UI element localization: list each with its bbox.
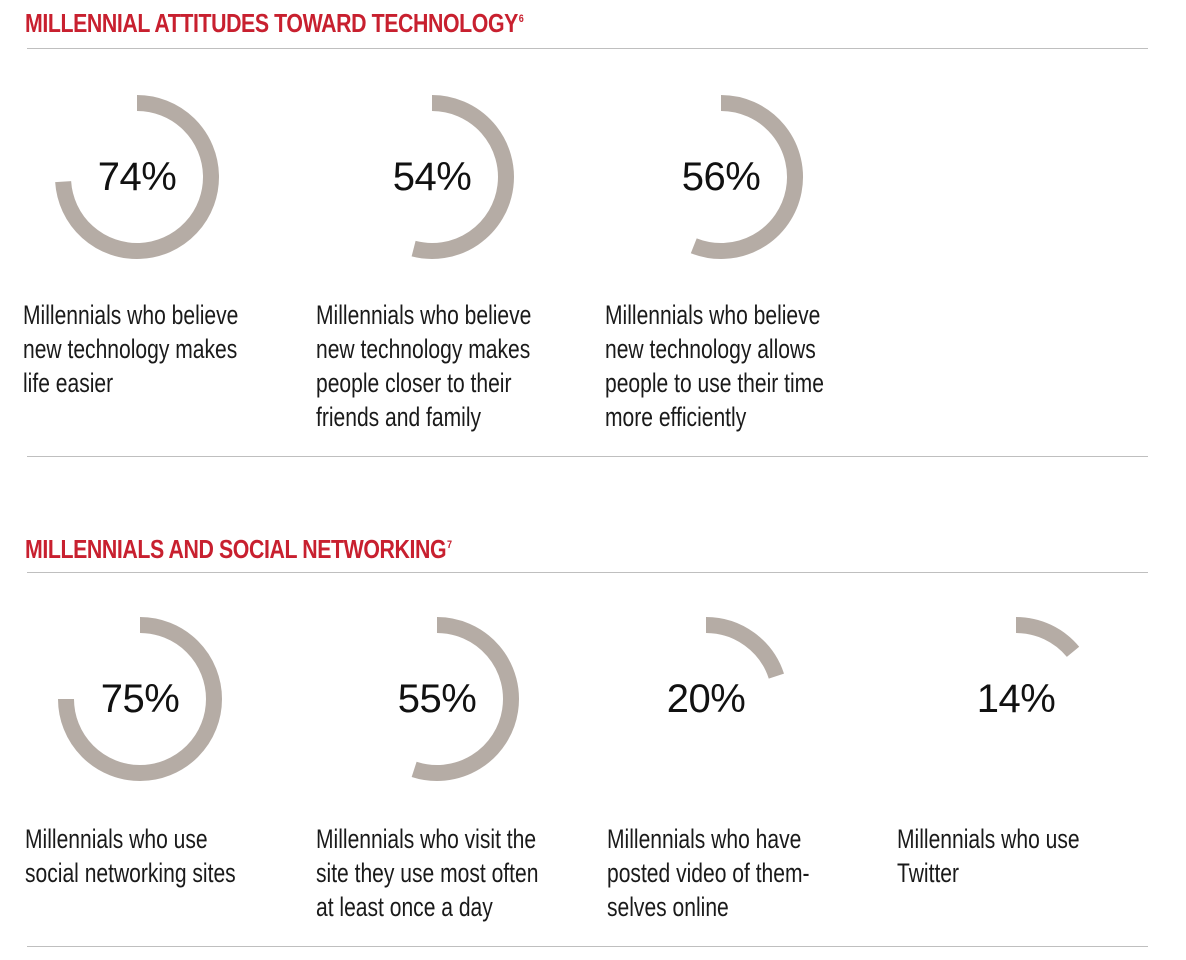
donut-caption: Millennials who have posted video of the… [607,824,810,922]
section-title-text: MILLENNIAL ATTITUDES TOWARD TECHNOLOGY [25,8,518,38]
section-title-text: MILLENNIALS AND SOCIAL NETWORKING [25,534,447,564]
donut-ring-svg [411,95,514,259]
footnote-marker: 7 [446,539,452,552]
donut-caption: Millennials who use Twitter [897,824,1080,888]
donut-ring-svg [58,617,222,781]
section-bottom-rule [27,946,1148,947]
donut-caption: Millennials who visit the site they use … [316,824,539,922]
percentage-label: 55% [397,677,477,721]
donut-chart: 74% [47,87,227,267]
donut-caption: Millennials who believe new technology m… [23,300,239,398]
donut-ring-svg [690,95,803,259]
donut-arc [55,95,219,259]
donut-arc [690,95,803,259]
donut-caption: Millennials who use social networking si… [25,824,236,888]
donut-chart: 20% [616,609,796,789]
donut-chart: 56% [631,87,811,267]
donut-chart: 55% [347,609,527,789]
donut-chart: 14% [926,609,1106,789]
donut-arc [411,95,514,259]
section-top-rule [27,572,1148,573]
donut-arc [58,617,222,781]
donut-arc [705,617,784,679]
percentage-label: 56% [681,155,761,199]
section-title-social: MILLENNIALS AND SOCIAL NETWORKING7 [25,536,452,562]
donut-caption: Millennials who believe new technology m… [316,300,532,432]
donut-arc [1015,617,1080,658]
section-top-rule [27,48,1148,49]
percentage-label: 54% [392,155,472,199]
donut-ring-svg [705,617,784,679]
donut-ring-svg [411,617,519,781]
donut-arc [411,617,519,781]
donut-chart: 54% [342,87,522,267]
percentage-label: 75% [100,677,180,721]
section-bottom-rule [27,456,1148,457]
section-title-technology: MILLENNIAL ATTITUDES TOWARD TECHNOLOGY6 [25,8,524,38]
percentage-label: 74% [97,155,177,199]
donut-caption: Millennials who believe new technology a… [605,300,824,432]
donut-chart: 75% [50,609,230,789]
percentage-label: 20% [666,677,746,721]
donut-ring-svg [1015,617,1080,658]
footnote-marker: 6 [518,13,524,26]
percentage-label: 14% [976,677,1056,721]
donut-ring-svg [55,95,219,259]
